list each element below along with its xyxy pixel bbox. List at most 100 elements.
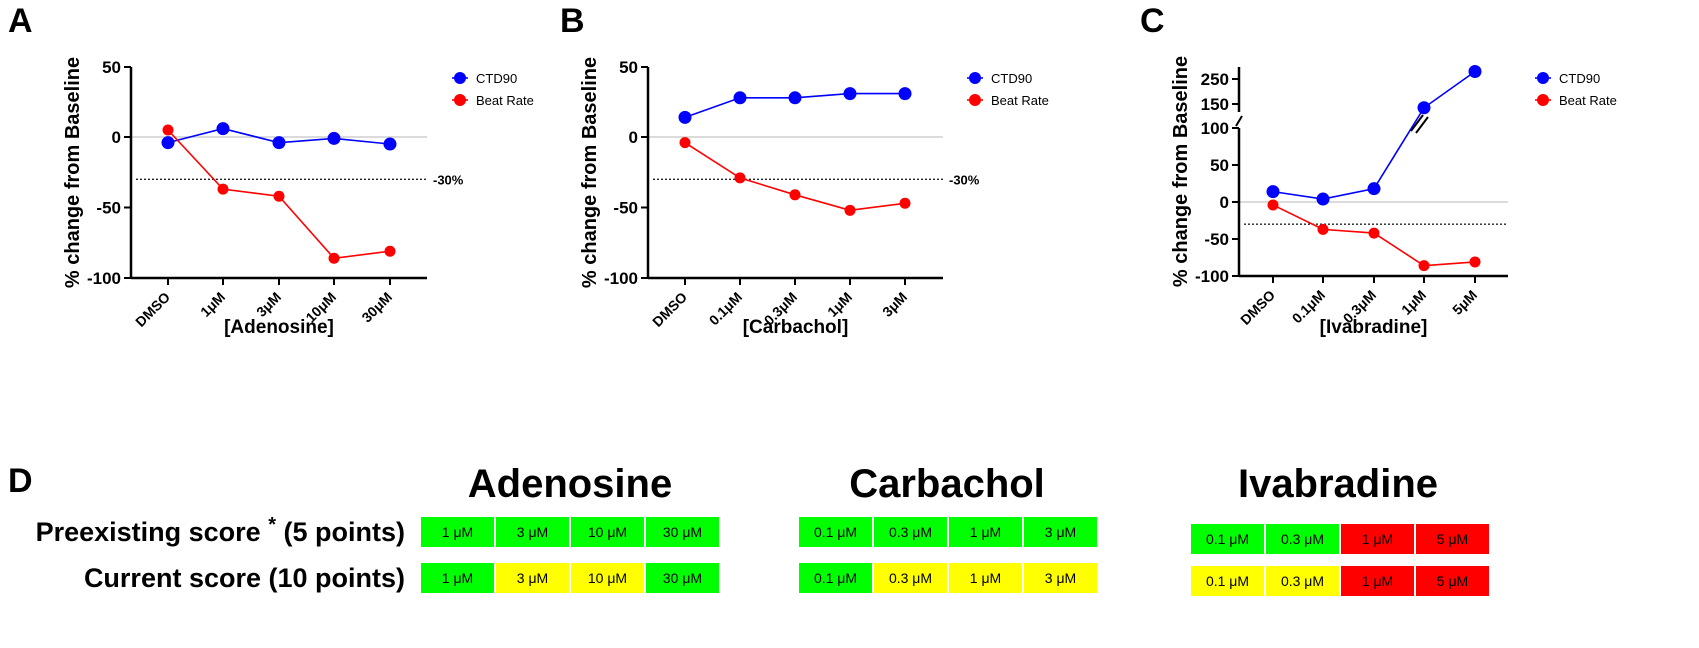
- score-cell-dose: 1 μM: [1362, 573, 1393, 589]
- data-point: [1317, 223, 1329, 235]
- score-cell-dose: 1 μM: [1362, 531, 1393, 547]
- x-tick-label: DMSO: [649, 289, 690, 330]
- score-cell-dose: 3 μM: [517, 524, 548, 540]
- score-cell-red: [1341, 524, 1414, 554]
- panel-label: B: [560, 2, 585, 40]
- y-axis-label: % change from Baseline: [579, 57, 601, 288]
- x-tick-label: 30μM: [358, 289, 395, 326]
- y-axis-label: % change from Baseline: [1170, 56, 1192, 287]
- score-cell-green: [1024, 517, 1097, 547]
- data-point: [216, 122, 230, 136]
- score-cell-yellow: [1191, 566, 1264, 596]
- data-point: [162, 124, 174, 136]
- score-cell-green: [496, 517, 569, 547]
- y-tick-label: 50: [619, 58, 638, 77]
- legend-marker: [1537, 94, 1549, 106]
- score-cell-green: [646, 563, 719, 593]
- score-cell-green: [874, 517, 947, 547]
- legend-label: CTD90: [1559, 71, 1600, 86]
- data-point: [733, 91, 747, 105]
- score-cell-dose: 0.1 μM: [814, 524, 857, 540]
- drug-title: Carbachol: [849, 462, 1045, 506]
- legend-label: Beat Rate: [991, 93, 1049, 108]
- legend-marker: [969, 72, 981, 84]
- data-point: [678, 110, 692, 124]
- score-cell-dose: 10 μM: [588, 524, 627, 540]
- score-cell-green: [799, 517, 872, 547]
- score-cell-red: [1416, 566, 1489, 596]
- score-cell-dose: 0.1 μM: [1206, 573, 1249, 589]
- x-tick-label: 1μM: [824, 289, 855, 320]
- y-tick-label: 0: [1220, 193, 1229, 212]
- legend-label: CTD90: [991, 71, 1032, 86]
- score-cell-yellow: [1024, 563, 1097, 593]
- data-point: [1267, 199, 1279, 211]
- row-label-current: Current score (10 points): [84, 563, 405, 593]
- line-break-mark: [1410, 114, 1424, 132]
- data-point: [1368, 227, 1380, 239]
- data-point: [789, 189, 801, 201]
- score-cell-green: [1266, 524, 1339, 554]
- data-point: [328, 252, 340, 264]
- y-tick-label: 100: [1201, 119, 1229, 138]
- score-cell-yellow: [874, 563, 947, 593]
- data-point: [272, 136, 286, 150]
- score-cell-green: [571, 517, 644, 547]
- data-point: [1469, 256, 1481, 268]
- score-cell-green: [421, 517, 494, 547]
- x-tick-label: 1μM: [1398, 287, 1429, 318]
- data-point: [898, 87, 912, 101]
- score-cell-dose: 0.3 μM: [889, 524, 932, 540]
- line-break-mark: [1415, 116, 1429, 134]
- threshold-label: -30%: [433, 172, 464, 187]
- score-cell-dose: 3 μM: [1045, 524, 1076, 540]
- x-axis-label: [Adenosine]: [224, 317, 334, 338]
- score-cell-dose: 5 μM: [1437, 573, 1468, 589]
- data-point: [843, 87, 857, 101]
- score-cell-yellow: [949, 563, 1022, 593]
- x-tick-label: 3μM: [879, 289, 910, 320]
- x-axis-label: [Carbachol]: [743, 317, 849, 338]
- score-cell-yellow: [571, 563, 644, 593]
- x-tick-label: 1μM: [197, 289, 228, 320]
- data-point: [844, 204, 856, 216]
- score-cell-yellow: [1266, 566, 1339, 596]
- y-tick-label: -100: [87, 269, 121, 288]
- data-point: [383, 137, 397, 151]
- score-cell-dose: 30 μM: [663, 524, 702, 540]
- axis-break-mark: [1235, 115, 1243, 127]
- score-cell-yellow: [496, 563, 569, 593]
- score-cell-dose: 0.1 μM: [1206, 531, 1249, 547]
- score-cell-red: [1341, 566, 1414, 596]
- legend-label: CTD90: [476, 71, 517, 86]
- panel-label: A: [8, 2, 33, 40]
- y-tick-label: -50: [96, 199, 121, 218]
- data-point: [1367, 182, 1381, 196]
- legend-marker: [969, 94, 981, 106]
- legend-label: Beat Rate: [1559, 93, 1617, 108]
- data-point: [1418, 260, 1430, 272]
- y-tick-label: -100: [1195, 267, 1229, 286]
- row-label-preexisting: Preexisting score * (5 points): [36, 514, 405, 547]
- y-tick-label: 50: [102, 58, 121, 77]
- score-cell-dose: 30 μM: [663, 570, 702, 586]
- y-tick-label: -50: [1204, 230, 1229, 249]
- score-cell-red: [1416, 524, 1489, 554]
- panel-label: C: [1140, 2, 1165, 40]
- score-cell-dose: 1 μM: [442, 524, 473, 540]
- data-point: [327, 131, 341, 145]
- y-tick-label: 0: [629, 128, 638, 147]
- score-cell-green: [1191, 524, 1264, 554]
- data-point: [1316, 192, 1330, 206]
- x-axis-label: [Ivabradine]: [1320, 317, 1428, 338]
- data-point: [679, 137, 691, 149]
- data-point: [273, 190, 285, 202]
- score-cell-dose: 1 μM: [970, 524, 1001, 540]
- drug-title: Ivabradine: [1238, 462, 1438, 506]
- score-cell-dose: 3 μM: [517, 570, 548, 586]
- data-point: [384, 245, 396, 257]
